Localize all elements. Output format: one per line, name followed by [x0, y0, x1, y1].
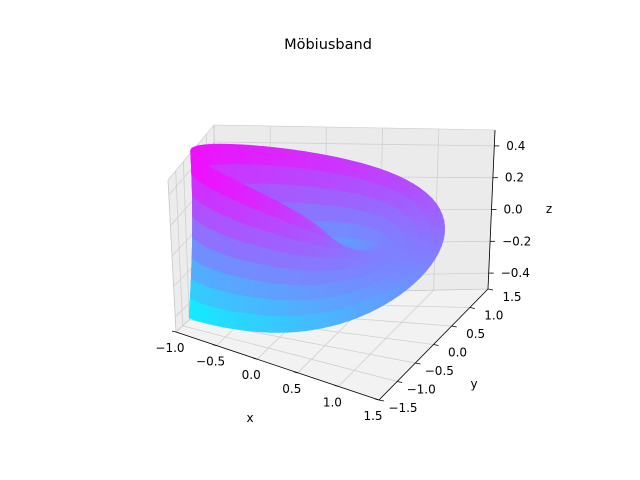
z-tick-label: −0.2: [502, 234, 531, 248]
surface-patch: [287, 284, 296, 301]
y-tick-mark: [433, 344, 439, 346]
x-axis-line: [175, 331, 380, 401]
surface-patch: [294, 185, 305, 204]
y-tick-mark: [397, 381, 403, 383]
surface-patch: [279, 299, 289, 317]
surface-patch: [282, 236, 289, 255]
surface-patch: [273, 283, 282, 301]
surface-patch: [278, 202, 285, 222]
z-grid-back: [214, 141, 495, 147]
x-tick-label: 1.0: [323, 395, 342, 409]
mobius-surface: [188, 143, 446, 333]
surface-patch: [277, 218, 285, 238]
y-tick-label: −1.5: [388, 401, 417, 415]
y-tick-mark: [451, 325, 457, 328]
pane-edge: [167, 179, 177, 333]
y-tick-label: 0.0: [448, 346, 467, 360]
x-axis-label: x: [246, 411, 253, 425]
z-tick-label: 0.0: [504, 203, 523, 217]
x-tick-mark: [334, 385, 339, 387]
y-tick-labels: −1.5 −1.0 −0.5 0.0 0.5 1.0 1.5: [378, 288, 522, 415]
surface-patch: [263, 315, 273, 333]
surface-patch: [274, 267, 283, 285]
z-tick-label: 0.2: [505, 171, 524, 185]
x-tick-mark: [212, 344, 217, 346]
surface-patch: [282, 220, 289, 239]
z-tick-labels: −0.4 −0.2 0.0 0.2 0.4: [488, 139, 531, 280]
y-tick-label: 0.5: [466, 327, 485, 341]
surface-patch: [264, 298, 274, 317]
y-tick-label: 1.0: [484, 309, 503, 323]
surface-patch: [276, 165, 288, 186]
surface-patch: [336, 307, 350, 324]
x-tick-labels: −1.0 −0.5 0.0 0.5 1.0 1.5: [155, 330, 383, 423]
x-tick-label: 1.5: [363, 409, 382, 423]
y-tick-mark: [415, 362, 421, 365]
surface-patch: [285, 148, 297, 169]
y-tick-mark: [487, 288, 494, 291]
y-grid-floor: [182, 325, 398, 382]
z-tick-label: −0.4: [501, 266, 530, 280]
y-axis-label: y: [470, 377, 477, 391]
surface-patch: [279, 316, 289, 333]
surface-patch: [280, 268, 289, 286]
surface-patch: [275, 251, 283, 269]
surface-patch: [295, 315, 306, 333]
x-tick-mark: [171, 330, 177, 333]
surface-patch: [286, 184, 296, 204]
y-tick-label: −1.0: [407, 383, 436, 397]
surface-patch: [281, 252, 289, 270]
x-tick-label: 0.0: [242, 368, 261, 382]
surface-patch: [287, 315, 297, 333]
surface-patch: [280, 284, 289, 301]
y-tick-label: 1.5: [502, 290, 521, 304]
surface-patch: [288, 237, 295, 256]
surface-patch: [287, 300, 297, 317]
surface-patch: [275, 147, 287, 168]
surface-patch: [288, 207, 294, 226]
surface-patch: [425, 245, 442, 253]
x-tick-label: −1.0: [155, 341, 184, 355]
surface-patch: [292, 224, 300, 242]
pane-edge: [213, 124, 496, 131]
x-tick-label: 0.5: [282, 382, 301, 396]
surface-patch: [294, 284, 304, 301]
surface-patch: [270, 315, 281, 333]
surface-patch: [287, 253, 296, 271]
y-tick-mark: [469, 307, 475, 309]
chart-title: Möbiusband: [284, 37, 372, 53]
x-tick-label: −0.5: [196, 355, 225, 369]
z-tick-label: 0.4: [506, 139, 525, 153]
surface-patch: [295, 300, 305, 317]
surface-patch: [276, 234, 284, 253]
z-axis-label: z: [546, 202, 552, 216]
surface-patch: [288, 222, 295, 241]
surface-patch: [287, 268, 296, 286]
y-tick-label: −0.5: [425, 364, 454, 378]
x-tick-mark: [293, 371, 298, 374]
surface-patch: [295, 149, 307, 170]
x-tick-mark: [253, 357, 258, 360]
y-tick-mark: [378, 399, 385, 402]
surface-patch: [285, 166, 297, 186]
surface-patch: [277, 184, 288, 204]
x-tick-mark: [374, 398, 380, 401]
surface-patch: [295, 167, 306, 187]
surface-patch: [272, 299, 282, 317]
